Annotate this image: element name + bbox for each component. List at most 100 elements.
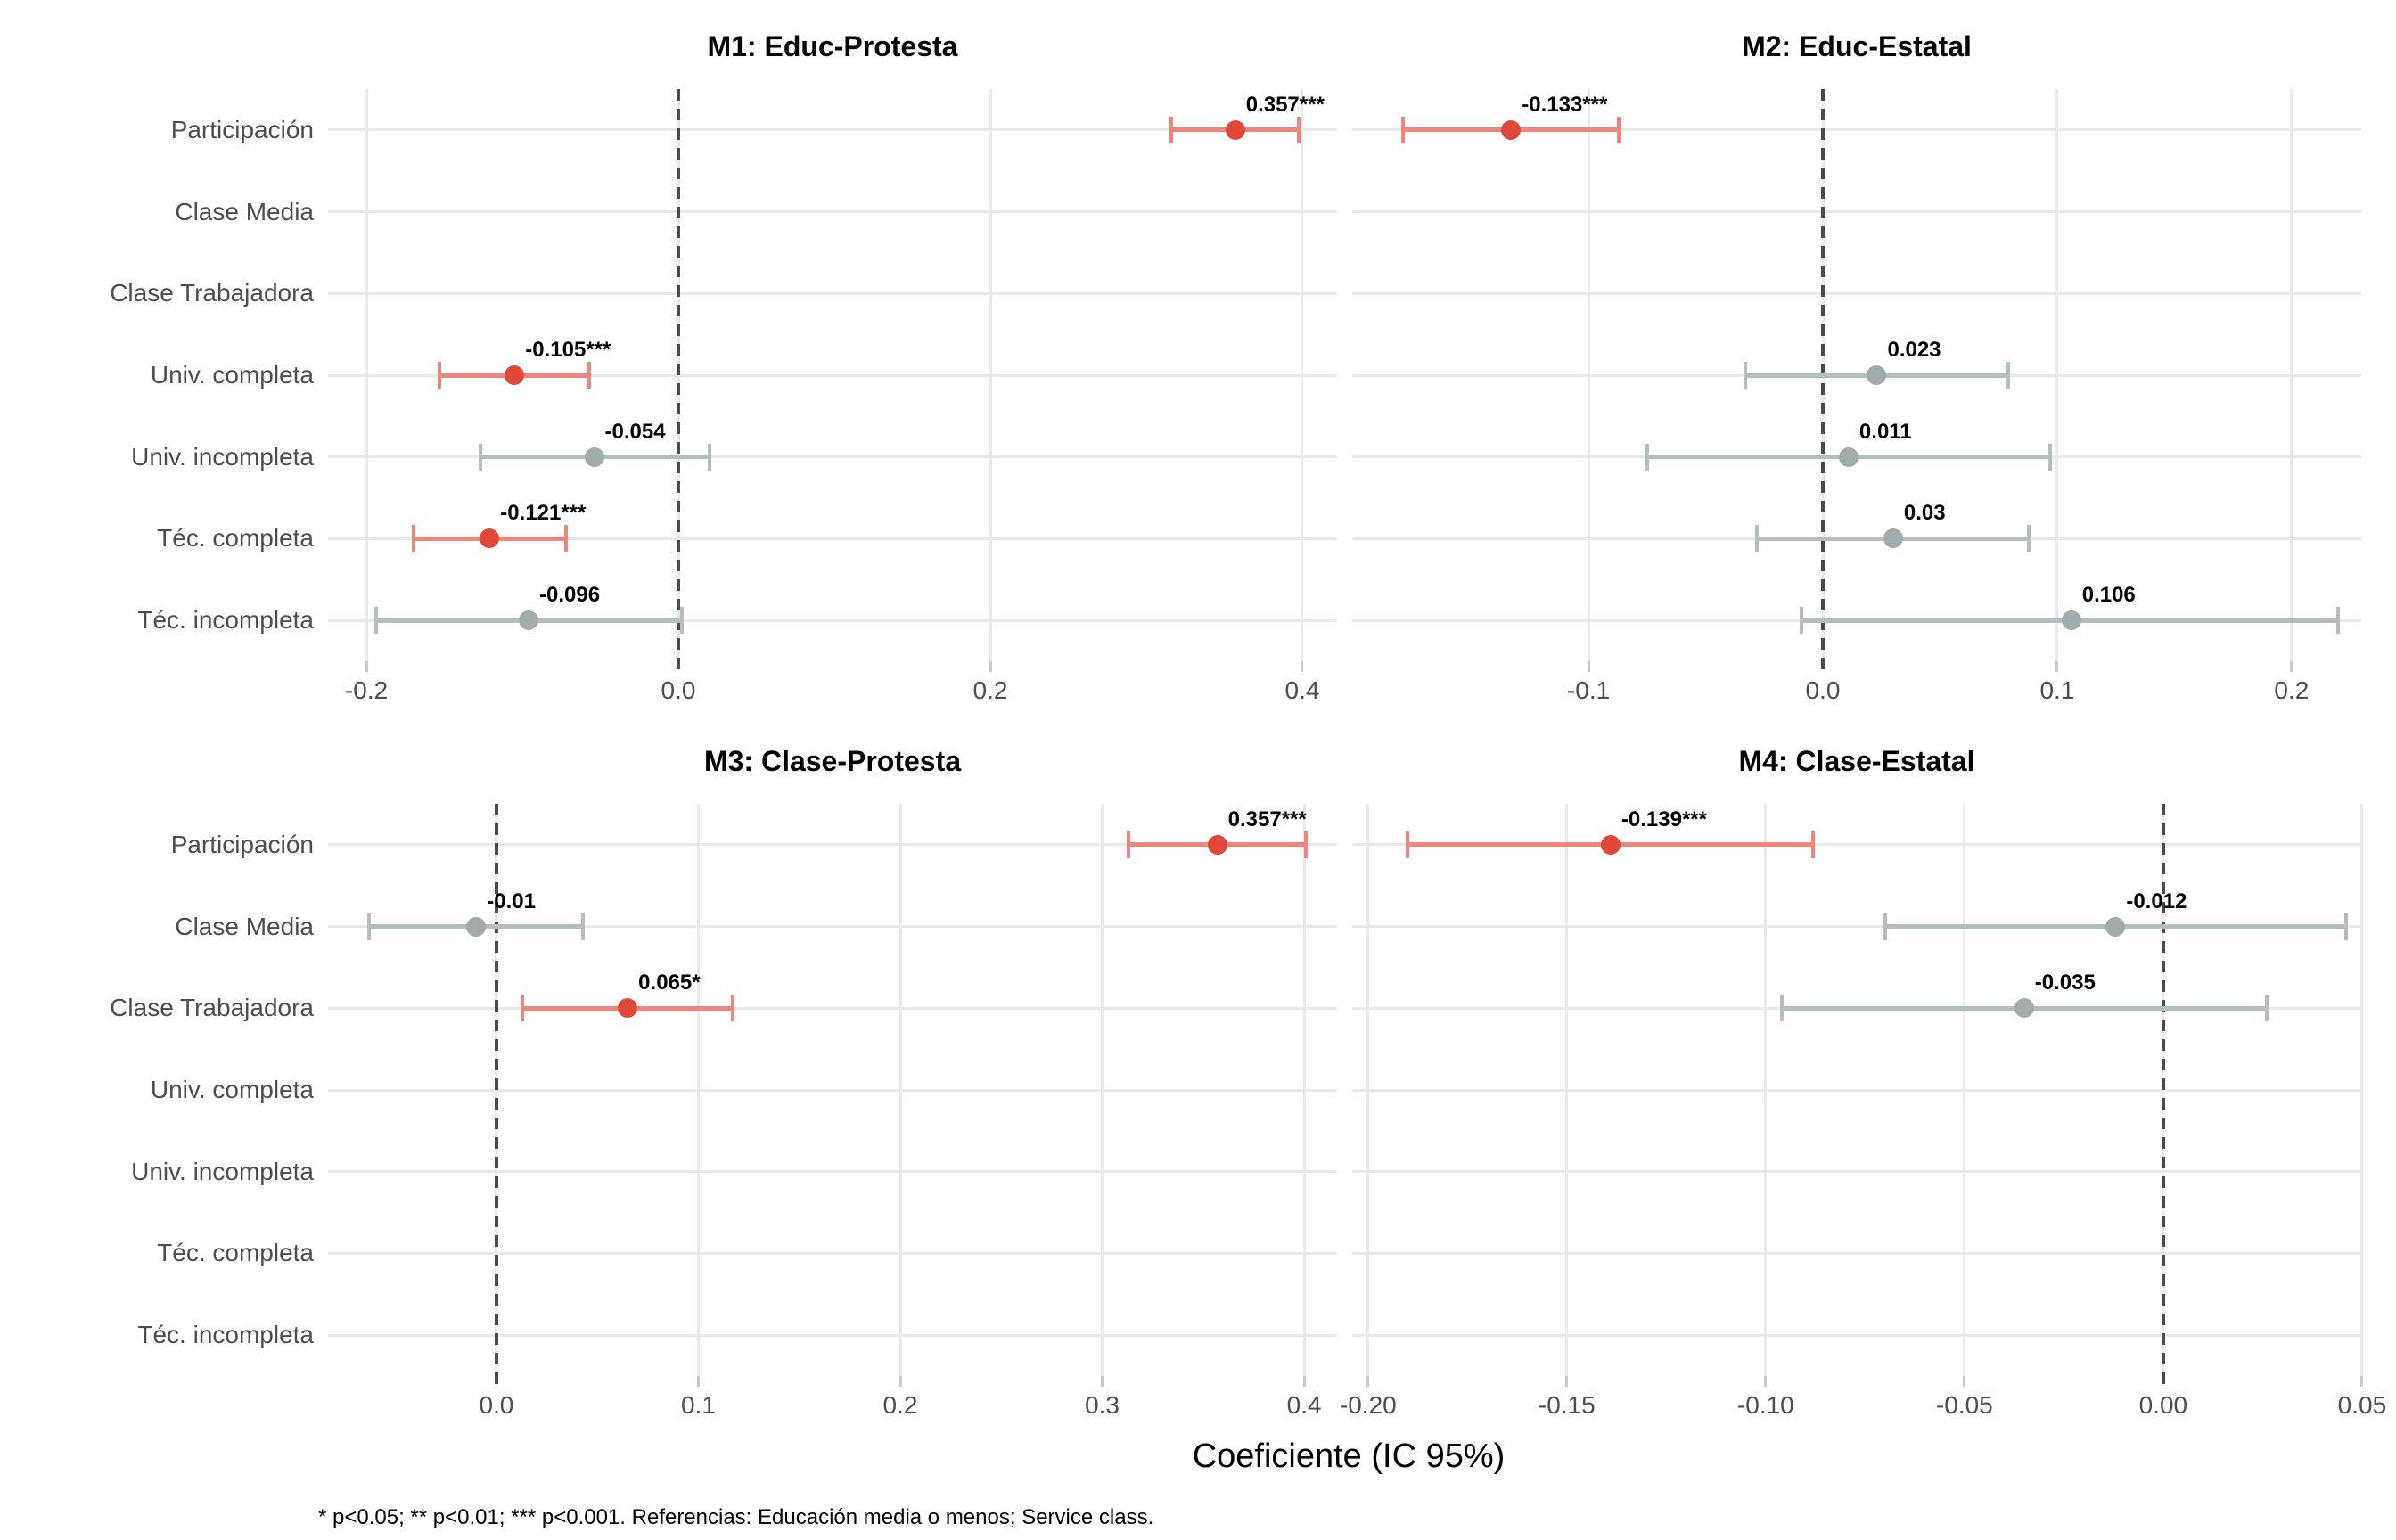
gridline-row [1352, 210, 2361, 214]
x-tick-mark [1366, 1376, 1370, 1387]
panel-title-m2: M2: Educ-Estatal [1742, 30, 1972, 62]
ci-cap-right [679, 607, 684, 635]
ci-cap-right [2048, 443, 2053, 471]
ci-cap-left [478, 443, 482, 471]
gridline-row [328, 455, 1337, 459]
y-axis-label: Clase Trabajadora [110, 994, 314, 1022]
x-tick-label: 0.2 [882, 1391, 918, 1419]
x-tick-mark [1565, 1376, 1569, 1387]
x-tick-mark [2290, 661, 2293, 672]
ci-cap-right [730, 995, 734, 1022]
gridline-row [1352, 843, 2361, 847]
x-tick-label: 0.0 [479, 1391, 514, 1419]
gridline-tick [2055, 89, 2059, 661]
gridline-row [328, 1251, 1337, 1255]
ci-cap-right [1811, 831, 1816, 858]
gridline-row [1352, 291, 2361, 295]
panel-title-m4: M4: Clase-Estatal [1738, 745, 1975, 777]
gridline-row [328, 210, 1337, 214]
coefficient-value-label: -0.096 [539, 583, 601, 608]
coefficient-point [480, 528, 500, 549]
gridline-row [328, 843, 1337, 847]
x-tick-mark [1963, 1376, 1966, 1387]
coefficient-value-label: 0.106 [2081, 583, 2136, 608]
footnote: * p<0.05; ** p<0.01; *** p<0.001. Refere… [318, 1505, 1154, 1529]
ci-cap-right [2264, 995, 2269, 1022]
coefficient-point [1883, 528, 1903, 549]
panel-title-m1: M1: Educ-Protesta [707, 30, 958, 62]
x-tick-mark [1101, 1376, 1104, 1387]
x-tick-label: 0.3 [1085, 1391, 1120, 1419]
x-tick-label: 0.2 [2274, 676, 2310, 704]
x-tick-mark [365, 661, 368, 672]
y-axis-label: Univ. incompleta [131, 442, 314, 471]
y-axis-label: Univ. incompleta [131, 1157, 314, 1185]
gridline-tick [1764, 804, 1768, 1376]
ci-cap-left [1883, 913, 1887, 940]
ci-cap-left [1126, 831, 1130, 858]
ci-cap-left [1406, 831, 1410, 858]
zero-reference-line [2161, 804, 2165, 1387]
ci-cap-left [438, 362, 442, 389]
gridline-tick [1963, 804, 1966, 1376]
zero-reference-line [1821, 89, 1825, 672]
panel-m2: -0.133*** 0.023 0.011 0.03 0.106 [1352, 89, 2361, 672]
gridline-tick [696, 804, 700, 1376]
gridline-tick [1565, 804, 1569, 1376]
gridline-tick [2290, 89, 2293, 661]
ci-cap-right [1617, 116, 1621, 143]
coefficient-point [1600, 834, 1621, 855]
x-tick-label: -0.10 [1736, 1391, 1794, 1419]
ci-cap-right [581, 913, 586, 940]
ci-cap-right [2344, 913, 2349, 940]
x-tick-mark [2055, 661, 2059, 672]
gridline-tick [1101, 804, 1104, 1376]
x-tick-label: 0.1 [2039, 676, 2075, 704]
coefficient-point [505, 365, 525, 385]
ci-cap-left [1169, 116, 1173, 143]
ci-cap-left [1800, 607, 1804, 635]
coefficient-value-label: 0.03 [1903, 501, 1946, 526]
coefficient-value-label: -0.105*** [525, 338, 611, 362]
panel-m3: 0.357*** -0.01 0.065* [328, 804, 1337, 1387]
x-tick-mark [898, 1376, 902, 1387]
coefficient-value-label: -0.139*** [1621, 807, 1707, 831]
gridline-row [1352, 128, 2361, 132]
ci-cap-right [564, 525, 569, 553]
gridline-tick [1366, 804, 1370, 1376]
gridline-row [1352, 1170, 2361, 1174]
gridline-row [328, 925, 1337, 929]
x-tick-label: 0.0 [661, 676, 696, 704]
gridline-tick [1302, 804, 1306, 1376]
x-tick-label: 0.00 [2138, 1391, 2188, 1419]
coefficient-point [2014, 998, 2034, 1019]
gridline-row [328, 537, 1337, 540]
y-axis-label: Clase Media [175, 912, 314, 940]
gridline-row [1352, 1251, 2361, 1255]
coefficient-value-label: -0.054 [604, 419, 666, 444]
x-tick-mark [2360, 1376, 2364, 1387]
ci-cap-left [1645, 443, 1649, 471]
gridline-row [1352, 1088, 2361, 1092]
x-tick-label: 0.4 [1286, 1391, 1322, 1419]
x-tick-label: 0.1 [680, 1391, 716, 1419]
gridline-row [328, 1333, 1337, 1337]
x-tick-mark [989, 661, 992, 672]
gridline-row [1352, 1333, 2361, 1337]
ci-cap-right [2006, 362, 2010, 389]
ci-cap-left [367, 913, 372, 940]
ci-cap-right [1304, 831, 1309, 858]
ci-cap-right [1297, 116, 1301, 143]
x-tick-label: -0.2 [344, 676, 389, 704]
coefficient-point [2105, 916, 2126, 937]
y-axis-label: Univ. completa [150, 1076, 314, 1103]
gridline-row [328, 1170, 1337, 1174]
gridline-tick [1587, 89, 1590, 661]
panel-m4: -0.139*** -0.012 -0.035 [1352, 804, 2364, 1387]
ci-cap-right [2027, 525, 2031, 553]
coefficient-value-label: 0.357*** [1245, 92, 1325, 117]
y-axis-label: Univ. completa [150, 361, 314, 389]
panel-m1: 0.357*** -0.105*** -0.054 -0.121*** -0.096 [328, 89, 1337, 672]
y-axis-label: Téc. completa [157, 1239, 314, 1267]
